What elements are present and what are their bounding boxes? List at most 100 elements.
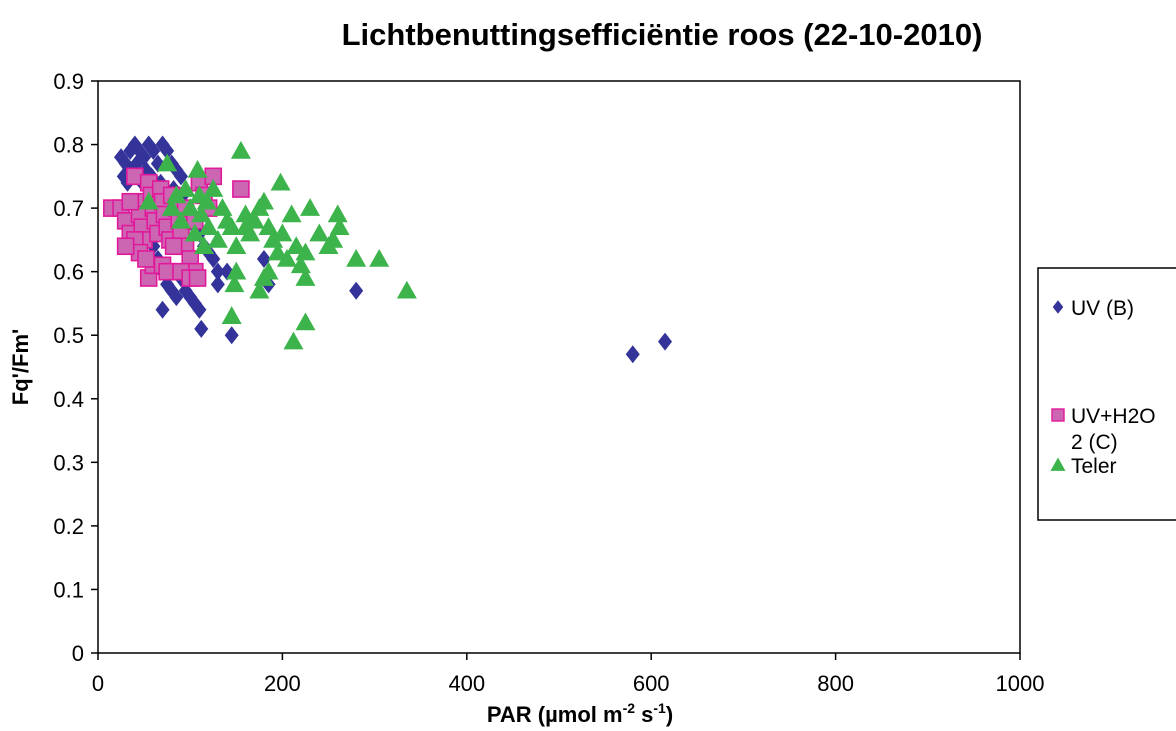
legend-box bbox=[1037, 267, 1176, 521]
legend: UV (B) UV+H2O 2 (C)Teler bbox=[1037, 267, 1176, 521]
diamond-point bbox=[210, 275, 225, 294]
x-tick-label: 1000 bbox=[996, 671, 1045, 696]
triangle-point bbox=[161, 198, 182, 216]
triangle-point bbox=[295, 242, 316, 261]
y-axis-title: Fq'/Fm' bbox=[8, 329, 33, 405]
triangle-point bbox=[175, 179, 196, 197]
square-point bbox=[232, 180, 250, 198]
y-axis: 0 0.1 0.2 0.3 0.4 0.5 0.6 0.7 0.8 0.9 bbox=[53, 69, 98, 666]
triangle-point bbox=[244, 210, 265, 229]
diamond-point bbox=[164, 281, 179, 300]
square-point bbox=[121, 192, 140, 211]
square-point bbox=[164, 237, 183, 256]
diamond-point bbox=[173, 167, 188, 186]
triangle-point bbox=[290, 255, 311, 274]
y-tick-label: 0.8 bbox=[53, 133, 84, 158]
y-tick-label: 0 bbox=[72, 641, 84, 666]
x-tick-label: 400 bbox=[448, 671, 485, 696]
diamond-point bbox=[146, 141, 161, 160]
legend-triangle-icon bbox=[1050, 457, 1066, 471]
diamond-point bbox=[155, 300, 170, 319]
triangle-point bbox=[187, 159, 208, 178]
diamond-point bbox=[169, 288, 184, 307]
triangle-point bbox=[203, 179, 224, 197]
y-tick-label: 0.6 bbox=[53, 260, 84, 285]
triangle-point bbox=[224, 274, 245, 293]
triangle-point bbox=[300, 198, 321, 216]
diamond-point bbox=[138, 160, 153, 179]
x-axis-title: PAR (µmol m-2 s-1) bbox=[487, 700, 673, 727]
chart-title: Lichtbenuttingsefficiëntie roos (22-10-2… bbox=[342, 17, 983, 52]
triangle-point bbox=[226, 236, 247, 255]
square-point bbox=[116, 237, 135, 256]
legend-label: Teler bbox=[1071, 455, 1117, 478]
diamond-point bbox=[210, 262, 225, 281]
triangle-point bbox=[230, 140, 251, 159]
triangle-point bbox=[235, 217, 256, 235]
triangle-point bbox=[283, 331, 304, 350]
triangle-point bbox=[295, 268, 316, 286]
series-triangle bbox=[138, 140, 417, 350]
y-tick-label: 0.5 bbox=[53, 323, 84, 348]
triangle-point bbox=[329, 217, 350, 235]
triangle-point bbox=[170, 210, 191, 229]
diamond-point bbox=[155, 135, 170, 154]
diamond-point bbox=[625, 345, 640, 364]
triangle-point bbox=[327, 204, 348, 223]
diamond-point bbox=[192, 300, 207, 319]
triangle-point bbox=[272, 223, 293, 242]
triangle-point bbox=[196, 191, 217, 210]
triangle-point bbox=[346, 248, 367, 267]
y-tick-label: 0.4 bbox=[53, 387, 84, 412]
y-tick-label: 0.7 bbox=[53, 196, 84, 221]
triangle-point bbox=[323, 229, 344, 248]
triangle-point bbox=[212, 198, 233, 216]
legend-diamond-icon bbox=[1052, 300, 1064, 314]
diamond-point bbox=[150, 154, 165, 173]
diamond-point bbox=[206, 249, 221, 268]
triangle-point bbox=[267, 242, 288, 261]
square-point bbox=[137, 250, 155, 268]
legend-square-icon bbox=[1051, 408, 1065, 422]
data-points bbox=[103, 135, 673, 364]
legend-label: UV (B) bbox=[1071, 297, 1134, 320]
triangle-point bbox=[295, 312, 316, 331]
triangle-point bbox=[191, 204, 212, 223]
x-tick-label: 0 bbox=[92, 671, 104, 696]
triangle-point bbox=[249, 280, 270, 299]
diamond-point bbox=[349, 281, 364, 300]
legend-label: 2 (C) bbox=[1071, 431, 1118, 454]
triangle-point bbox=[369, 248, 390, 267]
triangle-point bbox=[270, 172, 291, 191]
plot-area bbox=[97, 80, 1021, 654]
triangle-point bbox=[221, 217, 242, 235]
y-tick-label: 0.2 bbox=[53, 514, 84, 539]
x-axis: 0 200 400 600 800 1000 bbox=[92, 653, 1045, 696]
triangle-point bbox=[138, 191, 159, 210]
triangle-point bbox=[258, 217, 279, 235]
square-point bbox=[188, 269, 207, 287]
triangle-point bbox=[309, 223, 330, 242]
y-tick-label: 0.1 bbox=[53, 577, 84, 602]
triangle-point bbox=[286, 236, 307, 255]
diamond-point bbox=[256, 249, 271, 268]
diamond-point bbox=[187, 294, 202, 313]
diamond-point bbox=[224, 326, 239, 345]
diamond-point bbox=[137, 148, 152, 167]
triangle-point bbox=[235, 204, 256, 223]
series-square bbox=[103, 167, 250, 287]
triangle-point bbox=[221, 306, 242, 324]
y-tick-label: 0.3 bbox=[53, 450, 84, 475]
triangle-point bbox=[281, 204, 302, 223]
diamond-point bbox=[658, 332, 673, 351]
diamond-point bbox=[160, 141, 175, 160]
legend-label: UV+H2O bbox=[1071, 405, 1156, 428]
triangle-point bbox=[253, 191, 274, 210]
x-tick-label: 600 bbox=[633, 671, 670, 696]
triangle-point bbox=[180, 198, 201, 216]
triangle-point bbox=[226, 261, 247, 280]
diamond-point bbox=[194, 319, 209, 338]
triangle-point bbox=[166, 185, 187, 204]
triangle-point bbox=[198, 217, 219, 235]
